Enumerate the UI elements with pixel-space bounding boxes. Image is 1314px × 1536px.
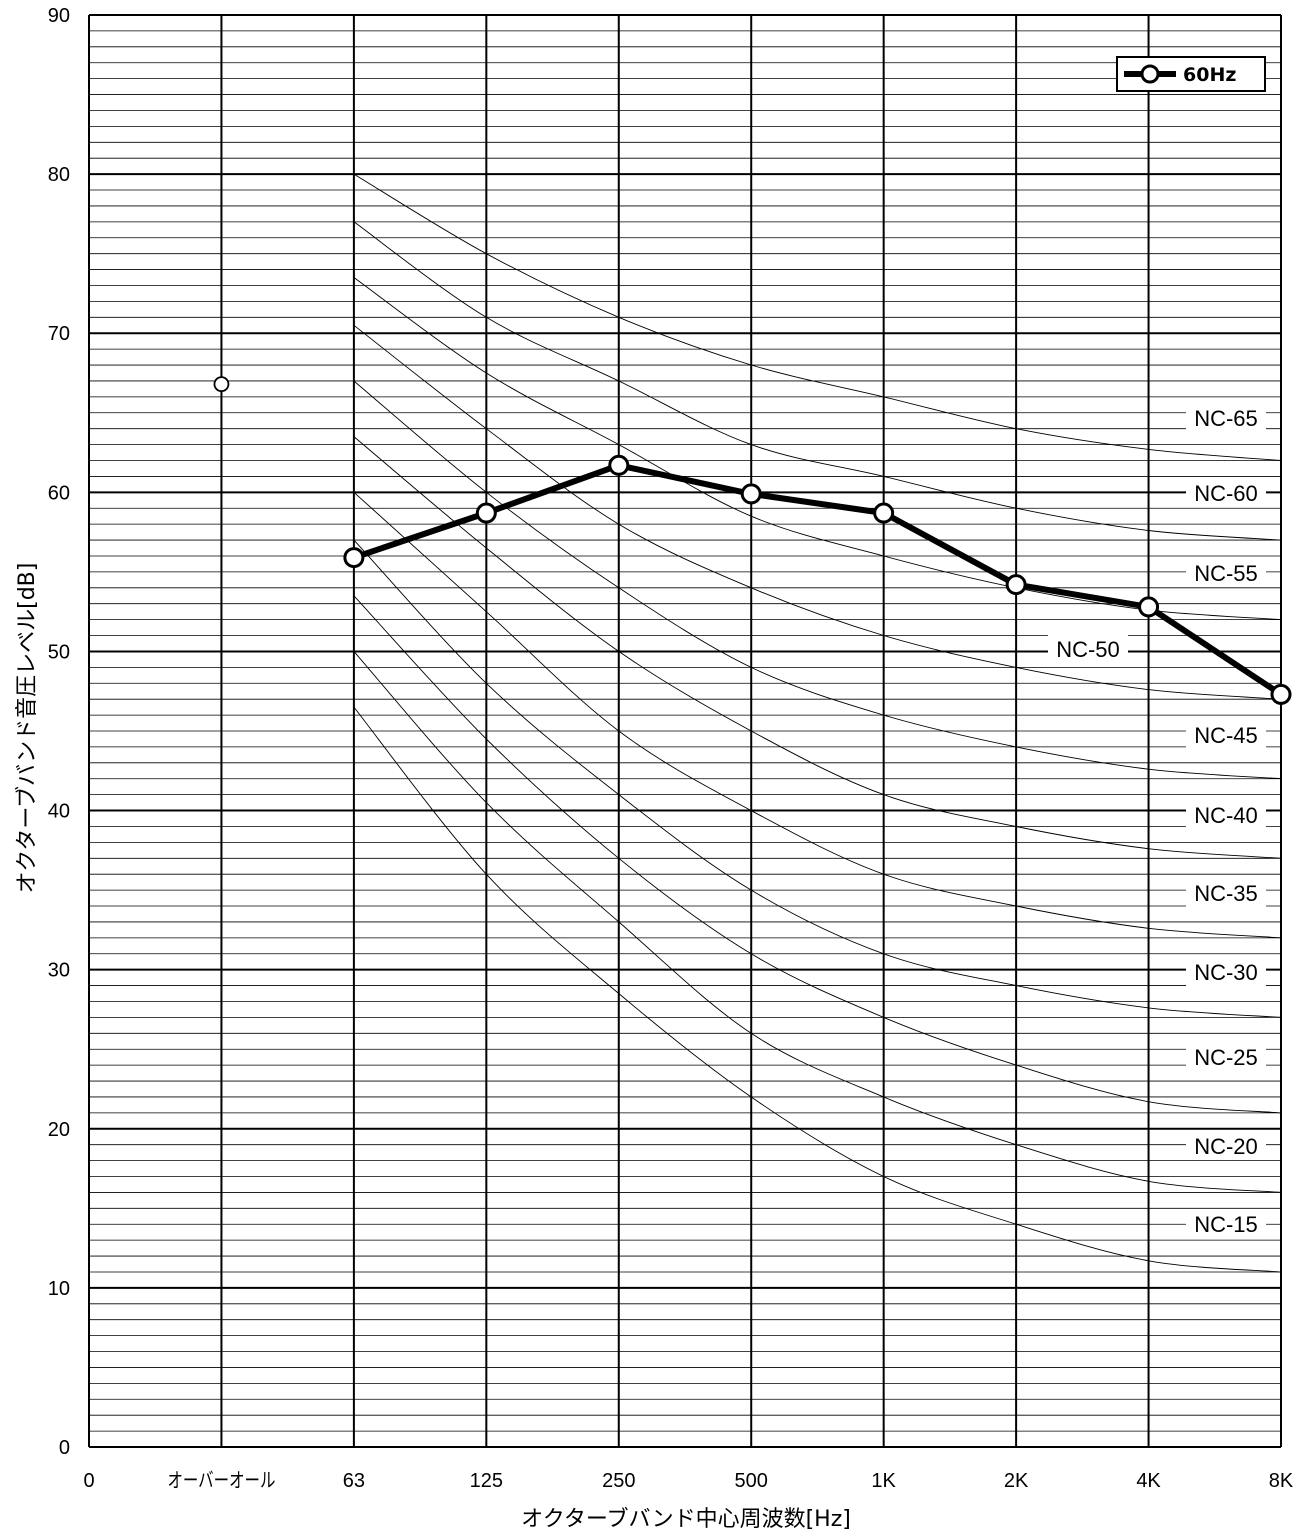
y-tick-label: 70 xyxy=(48,323,70,345)
y-tick-label: 80 xyxy=(48,164,70,186)
nc-label: NC-30 xyxy=(1194,960,1258,985)
nc-label-bg xyxy=(1186,958,1266,986)
minor-gridlines xyxy=(89,30,1281,1432)
nc-label: NC-65 xyxy=(1194,406,1258,431)
nc-label: NC-40 xyxy=(1194,803,1258,828)
series-point xyxy=(343,547,365,569)
nc-label: NC-60 xyxy=(1194,481,1258,506)
nc-curve xyxy=(353,651,1282,1193)
y-tick-label: 20 xyxy=(48,1119,70,1141)
x-axis-title: オクターブバンド中心周波数[Hz] xyxy=(521,1507,851,1532)
y-tick-label: 30 xyxy=(48,960,70,982)
series-point xyxy=(608,454,630,476)
nc-curve xyxy=(353,277,1282,621)
y-axis-title: オクターブバンド音圧レベル[dB] xyxy=(15,563,40,894)
x-tick-label: 500 xyxy=(735,1470,768,1492)
x-tick-label: 4K xyxy=(1136,1470,1161,1492)
x-tick-label: 125 xyxy=(470,1470,503,1492)
nc-label-bg xyxy=(1186,879,1266,907)
y-tick-label: 60 xyxy=(48,482,70,504)
y-tick-label: 10 xyxy=(48,1278,70,1300)
tick-labels: 0 10 20 30 40 50 60 70 80 90 0 オーバーオール 63 125 250 500 1K… xyxy=(48,5,1294,1492)
x-tick-label: 63 xyxy=(343,1470,365,1492)
nc-label: NC-35 xyxy=(1194,881,1258,906)
nc-label-bg xyxy=(1186,1132,1266,1160)
y-tick-label: 50 xyxy=(48,641,70,663)
series-point xyxy=(740,483,762,505)
x-tick-label: 0 xyxy=(83,1470,94,1492)
nc-curve xyxy=(353,491,1282,939)
nc-label: NC-15 xyxy=(1194,1212,1258,1237)
nc-label-bg xyxy=(1186,559,1266,587)
nc-curve xyxy=(353,173,1282,461)
nc-curve xyxy=(353,221,1282,541)
nc-label-bg xyxy=(1048,635,1128,663)
series-60hz xyxy=(213,376,1292,705)
nc-label: NC-20 xyxy=(1194,1134,1258,1159)
nc-label-bg xyxy=(1186,404,1266,432)
series-point xyxy=(873,502,895,524)
nc-label: NC-50 xyxy=(1056,637,1120,662)
x-tick-label: オーバーオール xyxy=(167,1470,275,1492)
series-point xyxy=(1005,574,1027,596)
nc-label-bg xyxy=(1186,479,1266,507)
legend-label: 60Hz xyxy=(1183,64,1236,86)
nc-curve xyxy=(353,706,1282,1273)
nc-curve xyxy=(353,539,1282,1018)
nc-label: NC-25 xyxy=(1194,1045,1258,1070)
x-tick-label: 250 xyxy=(602,1470,635,1492)
legend: 60Hz xyxy=(1116,56,1266,92)
nc-curves xyxy=(353,173,1282,1273)
series-point xyxy=(475,502,497,524)
series-line xyxy=(352,462,1283,697)
y-tick-label: 90 xyxy=(48,5,70,27)
x-tick-label: 1K xyxy=(871,1470,896,1492)
nc-label: NC-55 xyxy=(1194,561,1258,586)
nc-curve-labels: NC-65 NC-60 NC-55 NC-50 NC-45 NC-40 NC-35 NC-30… xyxy=(1048,404,1266,1238)
nc-curve xyxy=(353,436,1282,859)
y-tick-label: 0 xyxy=(59,1437,70,1459)
nc-curve xyxy=(353,324,1282,700)
overall-point xyxy=(213,376,230,393)
nc-label-bg xyxy=(1186,1210,1266,1238)
y-tick-label: 40 xyxy=(48,801,70,823)
legend-marker xyxy=(1140,64,1160,84)
series-point xyxy=(1138,596,1160,618)
nc-label-bg xyxy=(1186,1043,1266,1071)
nc-label: NC-45 xyxy=(1194,723,1258,748)
series-point xyxy=(1270,683,1292,705)
x-tick-label: 8K xyxy=(1269,1470,1294,1492)
nc-label-bg xyxy=(1186,801,1266,829)
nc-curve xyxy=(353,595,1282,1114)
nc-label-bg xyxy=(1186,721,1266,749)
nc-curve xyxy=(353,380,1282,780)
x-tick-label: 2K xyxy=(1004,1470,1029,1492)
